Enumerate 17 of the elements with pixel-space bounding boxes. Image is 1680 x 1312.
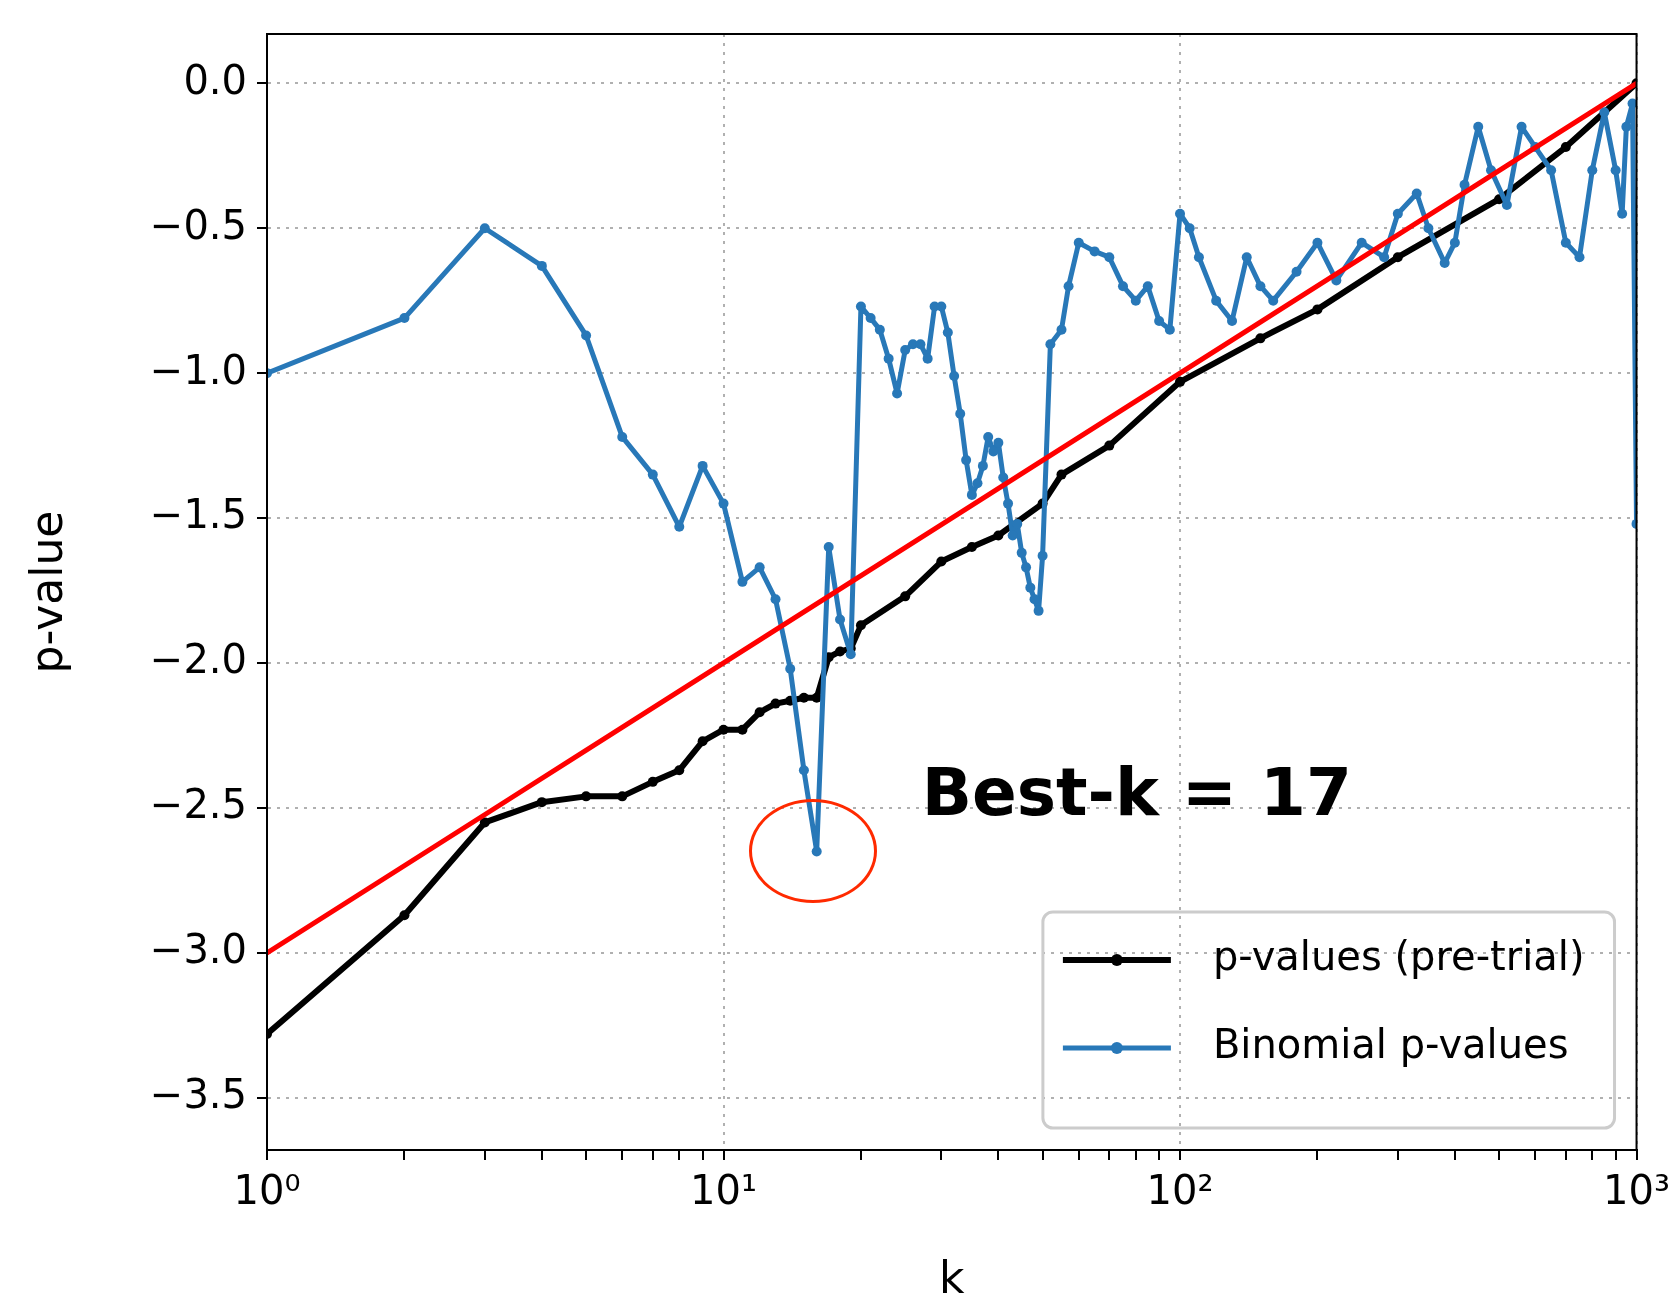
y-tick-label: −0.5 [149,201,247,248]
y-tick-label: −1.0 [149,346,247,393]
x-tick-label: 10⁰ [233,1167,301,1214]
y-tick-label: −3.5 [149,1071,247,1118]
y-tick-label: 0.0 [183,56,247,103]
y-tick-label: −3.0 [149,926,247,973]
annotation: Best-k = 17 [921,754,1352,832]
y-tick-label: −2.5 [149,781,247,828]
y-tick-label: −2.0 [149,636,247,683]
y-tick-label: −1.5 [149,491,247,538]
x-tick-label: 10² [1146,1167,1214,1214]
legend-label: Binomial p-values [1212,1021,1569,1068]
y-axis-title: p-value [20,510,72,674]
x-axis-title: k [939,1252,966,1304]
legend-label: p-values (pre-trial) [1212,933,1585,980]
x-tick-label: 10³ [1603,1167,1670,1214]
x-tick-label: 10¹ [690,1167,757,1214]
